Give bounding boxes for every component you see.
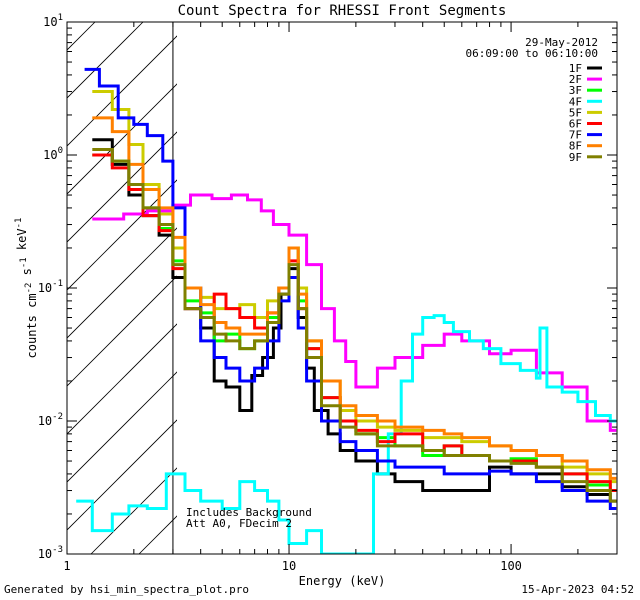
series-8F [92, 116, 617, 480]
y-tick-label: 100 [43, 146, 63, 162]
legend-label-7F: 7F [569, 129, 582, 142]
hatch-line [67, 419, 177, 531]
x-axis-label: Energy (keV) [299, 574, 386, 588]
series-4F [76, 314, 617, 554]
hatch-line [67, 83, 177, 195]
y-tick-label: 10-2 [38, 412, 63, 428]
series-9F [92, 148, 617, 503]
y-tick-label: 10-3 [38, 545, 63, 561]
date-label: 29-May-2012 [525, 36, 598, 49]
legend-label-9F: 9F [569, 151, 582, 164]
series-1F [92, 138, 617, 503]
y-tick-label: 10-1 [38, 279, 63, 295]
footer-generator: Generated by hsi_min_spectra_plot.pro [4, 583, 250, 596]
series-5F [92, 90, 617, 484]
legend-label-6F: 6F [569, 118, 582, 131]
series-layer [76, 67, 617, 554]
series-7F [84, 67, 617, 510]
legend-label-2F: 2F [569, 73, 582, 86]
x-tick-label: 10 [282, 559, 296, 573]
x-tick-label: 100 [500, 559, 522, 573]
annotation-attenuator: Att A0, FDecim 2 [186, 517, 292, 530]
footer-timestamp: 15-Apr-2023 04:52 [521, 583, 634, 596]
hatch-line [67, 227, 177, 339]
hatch-line [67, 371, 177, 483]
x-tick-label: 1 [63, 559, 70, 573]
x-tick-labels: 1 10 100 [63, 559, 522, 573]
series-2F [92, 193, 617, 432]
hatch-line [619, 22, 640, 554]
hatch-line [67, 35, 177, 147]
annotation-background: Includes Background [186, 506, 312, 519]
chart-title: Count Spectra for RHESSI Front Segments [178, 3, 507, 19]
y-tick-labels: 10-3 10-2 10-1 100 101 [38, 13, 63, 561]
legend-label-4F: 4F [569, 95, 582, 108]
legend-label-1F: 1F [569, 62, 582, 75]
hatch-line [67, 275, 177, 387]
y-axis-label: counts cm-2 s-1 keV-1 [14, 218, 39, 359]
y-tick-label: 101 [43, 13, 63, 29]
legend-label-5F: 5F [569, 106, 582, 119]
time-range-label: 06:09:00 to 06:10:00 [466, 47, 598, 60]
axis-ticks [66, 22, 618, 555]
legend-label-3F: 3F [569, 84, 582, 97]
legend-label-8F: 8F [569, 140, 582, 153]
